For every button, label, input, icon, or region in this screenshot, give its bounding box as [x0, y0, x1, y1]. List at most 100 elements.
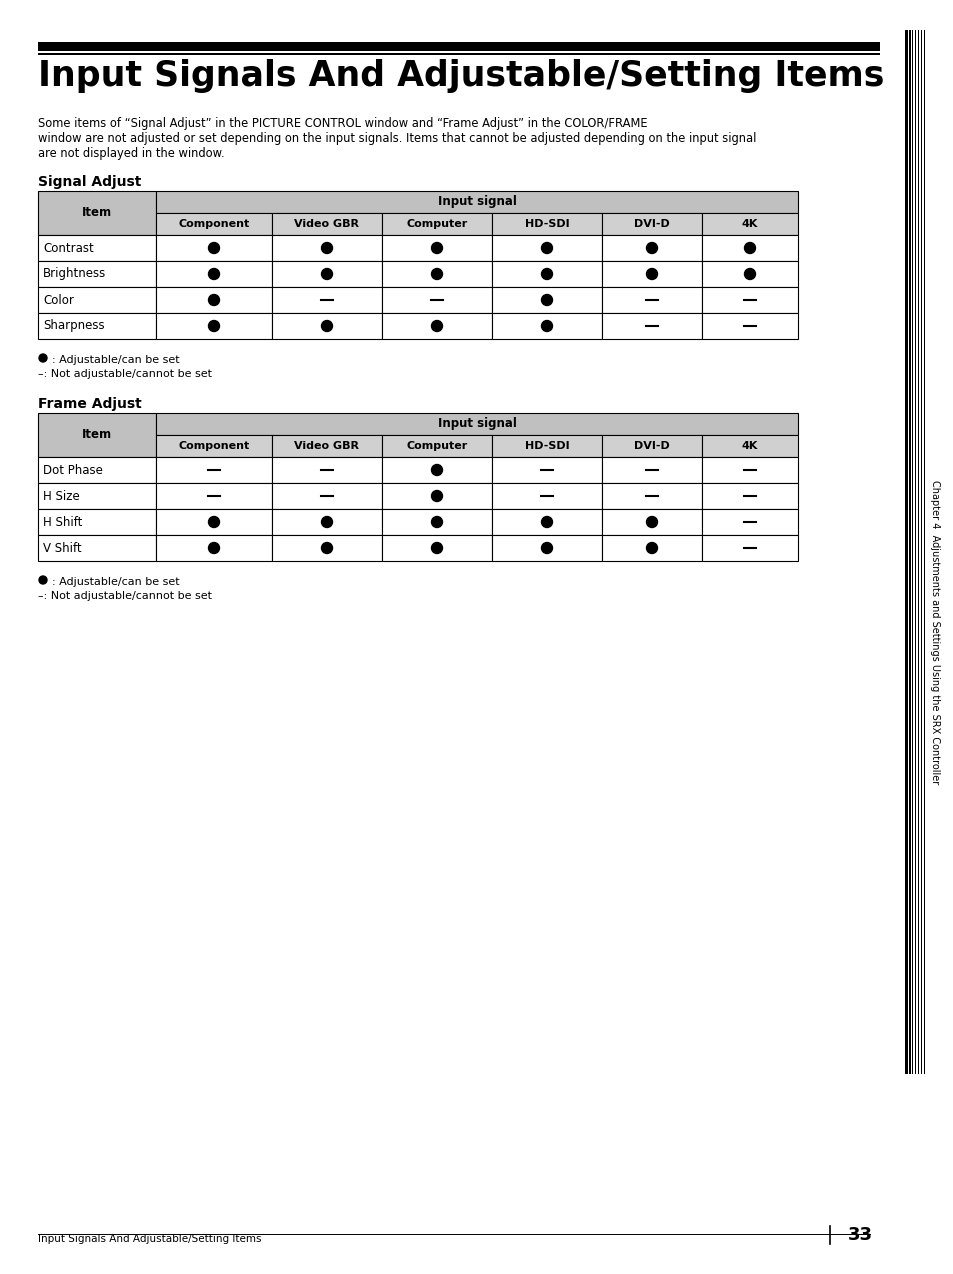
Text: H Shift: H Shift	[43, 516, 82, 529]
Bar	[38, 261, 156, 287]
Circle shape	[209, 294, 219, 306]
Bar	[38, 457, 156, 483]
Text: Input Signals And Adjustable/Setting Items: Input Signals And Adjustable/Setting Ite…	[38, 59, 883, 93]
Bar	[911, 31, 913, 1074]
Bar	[601, 261, 701, 287]
Text: 4K: 4K	[741, 219, 758, 229]
Circle shape	[541, 321, 552, 331]
Bar	[601, 483, 701, 510]
Bar	[272, 535, 381, 561]
Text: Color: Color	[43, 293, 73, 307]
Bar	[38, 54, 879, 55]
Bar	[272, 457, 381, 483]
Circle shape	[541, 294, 552, 306]
Bar	[272, 261, 381, 287]
Text: window are not adjusted or set depending on the input signals. Items that cannot: window are not adjusted or set depending…	[38, 132, 756, 145]
Bar	[601, 213, 701, 234]
Text: Item: Item	[82, 428, 112, 442]
Circle shape	[743, 242, 755, 254]
Bar	[492, 234, 601, 261]
Bar	[601, 535, 701, 561]
Bar	[601, 457, 701, 483]
Bar	[601, 434, 701, 457]
Bar	[492, 261, 601, 287]
Circle shape	[646, 543, 657, 553]
Bar	[38, 535, 156, 561]
Bar	[156, 413, 797, 434]
Text: are not displayed in the window.: are not displayed in the window.	[38, 147, 224, 161]
Circle shape	[541, 269, 552, 279]
Bar	[381, 457, 492, 483]
Bar	[156, 234, 272, 261]
Bar	[701, 434, 797, 457]
Bar	[701, 483, 797, 510]
Text: –: Not adjustable/cannot be set: –: Not adjustable/cannot be set	[38, 591, 212, 601]
Bar	[492, 287, 601, 313]
Text: Dot Phase: Dot Phase	[43, 464, 103, 476]
Bar	[272, 213, 381, 234]
Bar	[492, 434, 601, 457]
Bar	[272, 510, 381, 535]
Bar	[156, 535, 272, 561]
Text: Video GBR: Video GBR	[294, 441, 359, 451]
Bar	[38, 191, 156, 234]
Bar	[381, 313, 492, 339]
Circle shape	[209, 543, 219, 553]
Circle shape	[209, 321, 219, 331]
Bar	[156, 261, 272, 287]
Circle shape	[431, 465, 442, 475]
Circle shape	[431, 242, 442, 254]
Bar	[492, 313, 601, 339]
Circle shape	[646, 269, 657, 279]
Bar	[381, 261, 492, 287]
Bar	[381, 434, 492, 457]
Bar	[156, 313, 272, 339]
Circle shape	[431, 321, 442, 331]
Bar	[38, 413, 156, 457]
Bar	[272, 313, 381, 339]
Circle shape	[209, 516, 219, 527]
Bar	[701, 261, 797, 287]
Text: DVI-D: DVI-D	[634, 441, 669, 451]
Bar	[156, 510, 272, 535]
Bar	[156, 434, 272, 457]
Bar	[38, 510, 156, 535]
Bar	[701, 313, 797, 339]
Bar	[156, 191, 797, 213]
Bar	[908, 31, 910, 1074]
Bar	[38, 313, 156, 339]
Bar	[272, 234, 381, 261]
Bar	[492, 457, 601, 483]
Bar	[381, 483, 492, 510]
Circle shape	[743, 269, 755, 279]
Bar	[272, 483, 381, 510]
Circle shape	[541, 516, 552, 527]
Text: Contrast: Contrast	[43, 242, 93, 255]
Bar	[601, 287, 701, 313]
Text: DVI-D: DVI-D	[634, 219, 669, 229]
Bar	[156, 457, 272, 483]
Text: Computer: Computer	[406, 441, 467, 451]
Bar	[38, 42, 879, 51]
Text: Signal Adjust: Signal Adjust	[38, 175, 141, 189]
Text: V Shift: V Shift	[43, 541, 82, 554]
Text: Video GBR: Video GBR	[294, 219, 359, 229]
Text: : Adjustable/can be set: : Adjustable/can be set	[52, 577, 179, 587]
Circle shape	[321, 321, 333, 331]
Circle shape	[209, 242, 219, 254]
Text: –: Not adjustable/cannot be set: –: Not adjustable/cannot be set	[38, 369, 212, 378]
Text: Component: Component	[178, 219, 250, 229]
Bar	[492, 213, 601, 234]
Bar	[156, 213, 272, 234]
Text: Component: Component	[178, 441, 250, 451]
Circle shape	[431, 516, 442, 527]
Bar	[701, 510, 797, 535]
Text: Item: Item	[82, 206, 112, 219]
Bar	[701, 213, 797, 234]
Text: H Size: H Size	[43, 489, 80, 502]
Bar	[492, 535, 601, 561]
Bar	[381, 287, 492, 313]
Text: Input Signals And Adjustable/Setting Items: Input Signals And Adjustable/Setting Ite…	[38, 1235, 261, 1243]
Circle shape	[646, 242, 657, 254]
Text: 33: 33	[846, 1226, 872, 1243]
